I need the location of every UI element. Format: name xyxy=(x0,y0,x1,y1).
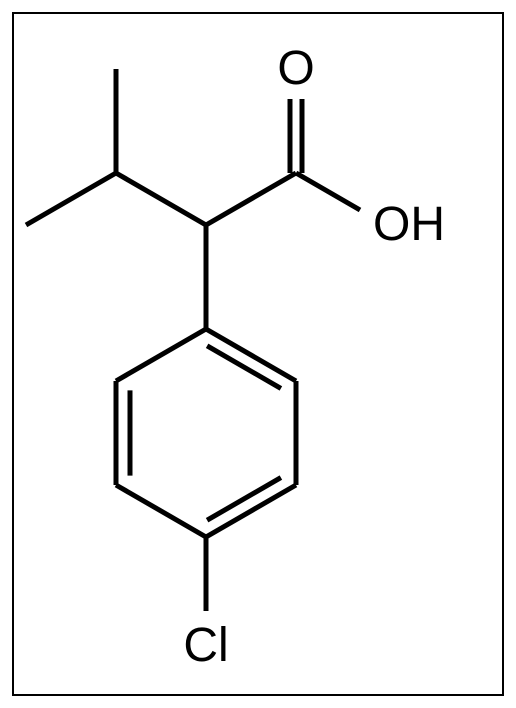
atom-label-cl: Cl xyxy=(183,622,228,670)
molecule-svg xyxy=(0,0,516,708)
atom-label-o6: O xyxy=(277,45,314,93)
atom-label-o7: OH xyxy=(373,201,445,249)
